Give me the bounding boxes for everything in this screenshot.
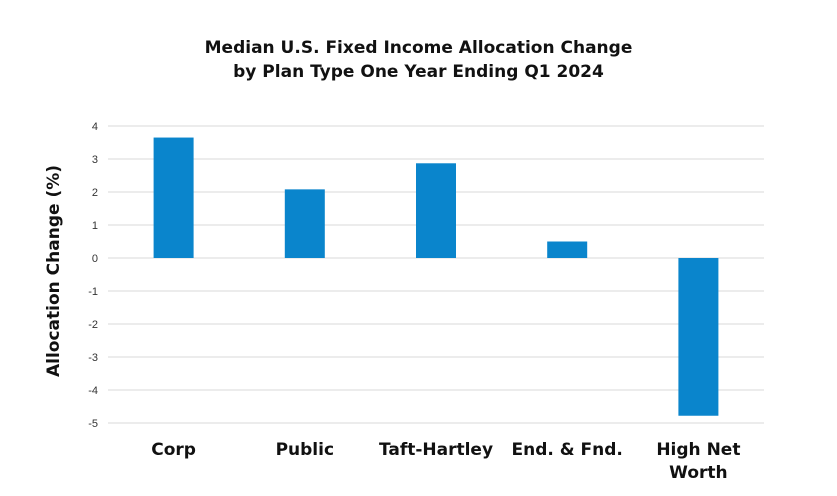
y-tick-label: -1 (88, 286, 98, 298)
bar (416, 163, 456, 258)
y-axis-label: Allocation Change (%) (44, 165, 64, 377)
y-tick-label: -3 (88, 352, 98, 364)
bars (153, 137, 719, 416)
bar (678, 258, 719, 416)
gridlines (108, 125, 764, 424)
y-axis-ticks: 4 3 2 1 0 -1 -2 -3 -4 -5 (88, 121, 98, 430)
category-label: High Net (656, 440, 740, 460)
category-label: Public (276, 440, 334, 460)
y-tick-label: -4 (88, 385, 98, 397)
y-tick-label: 0 (92, 253, 98, 265)
category-label: Taft-Hartley (379, 440, 493, 460)
category-label: End. & Fnd. (512, 440, 623, 460)
y-tick-label: -5 (88, 418, 98, 430)
category-labels: Corp Public Taft-Hartley End. & Fnd. High Ne… (151, 440, 740, 483)
y-tick-label: 2 (92, 187, 98, 199)
category-label: Corp (151, 440, 196, 460)
chart-title: Median U.S. Fixed Income Allocation Chan… (0, 36, 837, 84)
bar (153, 137, 194, 258)
bar (284, 189, 325, 258)
category-label: Worth (669, 463, 727, 483)
y-tick-label: 3 (92, 154, 98, 166)
chart-title-line-2: by Plan Type One Year Ending Q1 2024 (233, 62, 604, 82)
y-tick-label: -2 (88, 319, 98, 331)
bar (547, 241, 588, 258)
chart-title-line-1: Median U.S. Fixed Income Allocation Chan… (204, 38, 633, 58)
y-tick-label: 1 (92, 220, 98, 232)
y-tick-label: 4 (92, 121, 98, 133)
